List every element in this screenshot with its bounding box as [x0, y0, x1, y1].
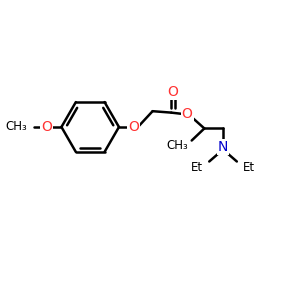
- Text: Et: Et: [191, 161, 203, 174]
- Text: O: O: [41, 120, 52, 134]
- Text: O: O: [168, 85, 178, 99]
- Text: O: O: [128, 120, 139, 134]
- Text: Et: Et: [243, 161, 255, 174]
- Text: N: N: [218, 140, 228, 154]
- Text: O: O: [182, 107, 193, 121]
- Text: CH₃: CH₃: [5, 121, 27, 134]
- Text: CH₃: CH₃: [166, 139, 188, 152]
